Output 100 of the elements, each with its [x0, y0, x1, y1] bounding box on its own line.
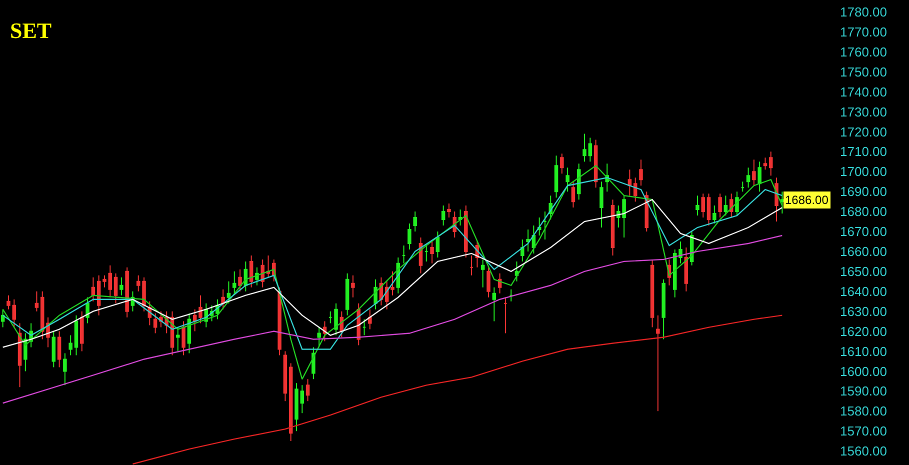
candlestick — [464, 205, 468, 258]
candlestick — [402, 244, 406, 264]
y-tick-label: 1560.00 — [840, 444, 887, 459]
line-series — [2, 165, 783, 380]
candlestick — [594, 139, 598, 188]
candlestick — [780, 191, 784, 214]
y-tick-label: 1730.00 — [840, 104, 887, 120]
y-tick-label: 1620.00 — [840, 324, 887, 339]
candlestick — [226, 280, 231, 304]
y-tick-label: 1700.00 — [840, 164, 887, 180]
candlestick — [509, 288, 513, 302]
candlestick — [317, 326, 321, 348]
candlestick — [729, 193, 734, 218]
y-tick-label: 1710.00 — [840, 144, 887, 160]
candlestick — [610, 199, 615, 256]
candlestick — [735, 191, 739, 216]
candlestick — [96, 274, 101, 316]
y-tick-label: 1680.00 — [840, 204, 887, 220]
candlestick — [278, 286, 282, 356]
candlestick — [114, 272, 118, 304]
candlestick — [504, 296, 508, 334]
candlestick — [600, 181, 604, 228]
y-tick-label: 1640.00 — [840, 284, 887, 299]
candlestick — [447, 203, 451, 218]
candlestick — [543, 211, 547, 240]
candlestick — [294, 382, 298, 432]
candlestick — [662, 278, 666, 340]
y-tick-label: 1760.00 — [840, 44, 887, 60]
candlestick — [424, 244, 428, 262]
candlestick — [283, 350, 288, 402]
candlestick — [470, 254, 474, 276]
candlestick — [40, 290, 44, 340]
candlestick — [706, 193, 711, 226]
candlestick — [650, 258, 654, 328]
candlestick — [266, 254, 270, 278]
candlestick — [192, 308, 197, 332]
candlestick — [758, 161, 762, 192]
candlestick — [413, 211, 417, 232]
candlestick — [588, 137, 592, 162]
line-series — [2, 234, 783, 404]
y-tick-label: 1580.00 — [840, 404, 887, 419]
candlestick — [724, 195, 728, 216]
candlestick — [351, 274, 355, 298]
candlestick — [249, 254, 254, 288]
text: SET — [10, 18, 52, 43]
candlestick — [0, 308, 5, 328]
candlestick — [560, 153, 564, 174]
y-tick-label: 1660.00 — [840, 244, 887, 260]
candlestick — [306, 378, 310, 402]
candlestick — [198, 294, 202, 324]
candlestick — [238, 268, 242, 292]
candlestick — [345, 272, 350, 316]
candlestick — [492, 286, 496, 322]
candlestick — [34, 290, 39, 312]
candlestick — [582, 133, 586, 162]
candlestick — [520, 238, 524, 262]
candlestick — [86, 296, 90, 324]
candlestick — [68, 334, 72, 356]
y-tick-label: 1650.00 — [840, 264, 887, 279]
y-tick-label: 1720.00 — [840, 124, 887, 140]
candlestick — [408, 223, 412, 250]
candlestick — [633, 177, 638, 202]
candlestick — [80, 310, 84, 352]
candlestick — [57, 330, 62, 368]
candlestick — [153, 312, 158, 334]
y-tick-label: 1590.00 — [840, 384, 887, 399]
candlestick — [554, 155, 558, 198]
candlestick — [120, 276, 124, 296]
candlestick — [480, 258, 485, 288]
candlestick — [221, 288, 225, 310]
line-series — [132, 314, 783, 465]
candlestick — [458, 209, 462, 226]
candlestick — [537, 217, 542, 236]
y-tick-label: 1780.00 — [840, 4, 887, 20]
y-tick-label: 1570.00 — [840, 424, 887, 439]
candlestick — [430, 240, 434, 264]
candlestick — [91, 276, 96, 302]
candlestick — [368, 308, 372, 330]
candlestick — [740, 181, 745, 192]
candlestick — [768, 151, 773, 176]
candlestick — [390, 270, 394, 296]
candlestick — [125, 266, 129, 318]
y-tick-label: 1750.00 — [840, 64, 887, 80]
candlestick — [176, 326, 180, 352]
candlestick — [763, 157, 768, 170]
candlestick — [639, 159, 643, 186]
candlestick — [701, 193, 705, 218]
annotation: 1686.00 — [785, 193, 829, 207]
candlestick — [566, 167, 570, 192]
candlestick — [696, 195, 700, 216]
y-tick-label: 1690.00 — [840, 184, 887, 200]
candlestick — [182, 320, 186, 356]
candlestick — [486, 266, 490, 298]
candlestick — [441, 205, 446, 226]
candlestick — [656, 314, 660, 412]
candlestick — [752, 159, 756, 186]
candlestick — [52, 330, 56, 368]
candlestick — [328, 310, 332, 324]
candlestick — [684, 246, 688, 292]
candlestick — [63, 352, 67, 386]
